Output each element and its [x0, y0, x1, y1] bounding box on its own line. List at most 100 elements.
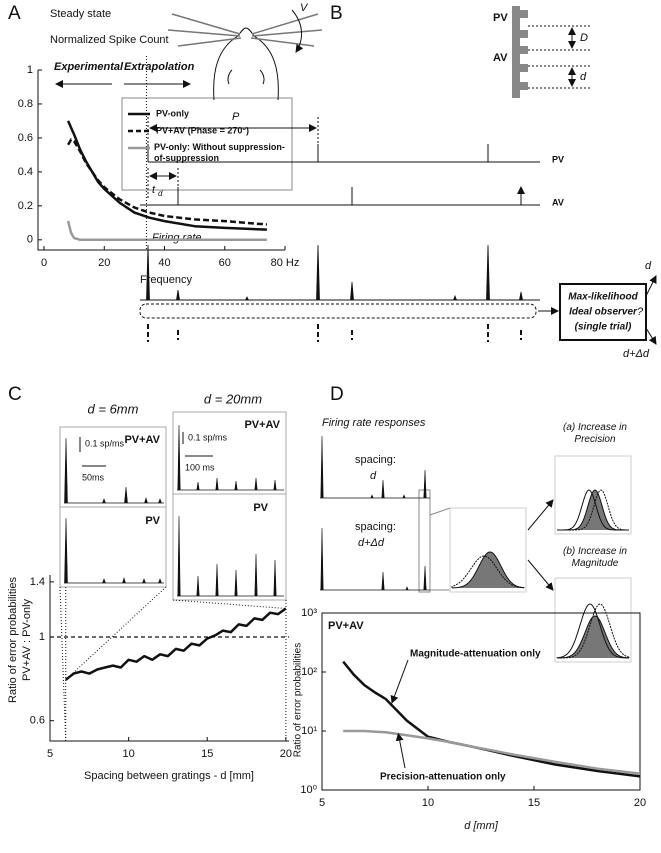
x-axis-label: d [mm]: [464, 820, 499, 832]
spacing-label: d+Δd: [358, 537, 385, 549]
spike-trains: [139, 117, 657, 345]
rate-spike: [146, 244, 150, 301]
x-tick-label: 5: [47, 748, 53, 760]
x-axis-label: Frequency: [140, 274, 192, 286]
outcome-label: d+Δd: [623, 348, 650, 360]
train-baseline: [140, 161, 540, 206]
trace-spike: [177, 515, 181, 597]
arrow: [527, 499, 554, 531]
observer-label: Max-likelihood: [568, 292, 638, 303]
outcome-label: d: [645, 260, 652, 272]
x-tick-label: 40: [158, 257, 170, 269]
x-tick-label: 10: [122, 748, 134, 760]
velocity-arrow: [291, 9, 304, 53]
trace-spike: [273, 559, 277, 597]
trace-spike: [144, 496, 148, 504]
trace-spike: [64, 517, 68, 584]
arrow: [645, 275, 657, 297]
chart-subtitle: Normalized Spike Count: [50, 34, 169, 46]
rate-spike: [453, 294, 457, 301]
distribution: [451, 555, 525, 589]
rate-spike: [350, 281, 354, 301]
rate-spike: [519, 291, 523, 301]
x-tick-label: 20: [98, 257, 110, 269]
inset-box: [172, 493, 287, 601]
y-tick-label: 0.2: [18, 200, 33, 212]
y-tick-label: 0.6: [30, 715, 45, 727]
delay-subscript: d: [158, 189, 163, 198]
data-line: [342, 660, 641, 778]
panel-label: D: [330, 384, 344, 405]
x-tick-label: 20: [634, 797, 646, 809]
grating-tooth: [520, 30, 528, 38]
inset-label: PV: [253, 502, 268, 514]
arrow: [390, 659, 409, 704]
spike-arrow: [147, 144, 521, 205]
distribution: [557, 615, 630, 659]
trace-spike: [102, 578, 106, 584]
legend-label: PV+AV (Phase = 270°): [156, 125, 249, 135]
arrow: [645, 327, 657, 345]
rate-label: Firing rate: [152, 232, 202, 244]
data-line: [64, 607, 287, 681]
rate-spike: [176, 289, 180, 301]
x-tick-label: 15: [528, 797, 540, 809]
outcome-label: (b) Increase in Magnitude: [563, 546, 627, 569]
trace-spike: [234, 569, 238, 597]
y-tick-label: 0: [27, 234, 33, 246]
inset-label: PV: [145, 515, 160, 527]
rate-spike: [486, 244, 490, 301]
trace-spike: [196, 575, 200, 597]
trace-spike: [196, 481, 200, 491]
trace-spike: [158, 498, 162, 504]
trace-spike: [64, 437, 68, 504]
inset-title: d = 6mm: [88, 401, 139, 416]
legend-label-box: PV-only: Without suppression-of-suppress…: [154, 142, 285, 163]
y-tick-label: 1: [27, 64, 33, 76]
velocity-label: V: [300, 2, 309, 14]
y-tick-label: 10⁰: [300, 784, 317, 796]
data-line: [67, 138, 268, 226]
y-axis-label: Ratio of error probabilities: [7, 577, 19, 703]
trace-spike: [273, 479, 277, 491]
rat-diagram: [167, 6, 590, 101]
zoom-guide: [59, 586, 287, 742]
rate-spike: [316, 244, 320, 301]
y-axis-label: PV+AV : PV-only: [21, 598, 33, 681]
trace-spike: [405, 586, 409, 591]
inset-box: [59, 506, 167, 588]
trace-spike: [423, 565, 427, 591]
panel-label: B: [330, 3, 343, 24]
data-line: [66, 220, 267, 242]
trace-spike: [158, 578, 162, 584]
train-label: AV: [552, 197, 564, 207]
x-axis-label: Spacing between gratings - d [mm]: [84, 770, 254, 782]
trace-spike: [320, 435, 324, 499]
trial-box: [139, 303, 537, 319]
grating-label: AV: [493, 52, 508, 64]
chart-title: Steady state: [50, 8, 111, 20]
outcome-label: ?: [637, 306, 644, 318]
trace-spike: [102, 498, 106, 504]
grating-tooth: [520, 10, 528, 18]
distribution: [451, 551, 525, 589]
observer-box: [559, 283, 647, 341]
panel-label: A: [8, 3, 21, 24]
arrow: [527, 559, 554, 591]
x-tick-label: 15: [201, 748, 213, 760]
outcome-label-box: (b) Increase in Magnitude: [563, 546, 627, 569]
x-tick-label: 60: [219, 257, 231, 269]
distribution: [557, 489, 629, 531]
y-axis-label: Ratio of error probabilities: [293, 643, 304, 758]
data-line: [343, 729, 641, 775]
whiskers: [167, 13, 323, 47]
trace-spike: [381, 479, 385, 499]
zoom-box: [449, 507, 527, 593]
outcome-box: [554, 577, 632, 663]
trace-spike: [402, 494, 406, 499]
spacing-label: spacing:: [355, 454, 396, 466]
delay-label: t: [152, 184, 156, 196]
trial-spikes: [147, 324, 522, 342]
period-label: P: [232, 111, 240, 123]
trace-spike: [234, 480, 238, 491]
